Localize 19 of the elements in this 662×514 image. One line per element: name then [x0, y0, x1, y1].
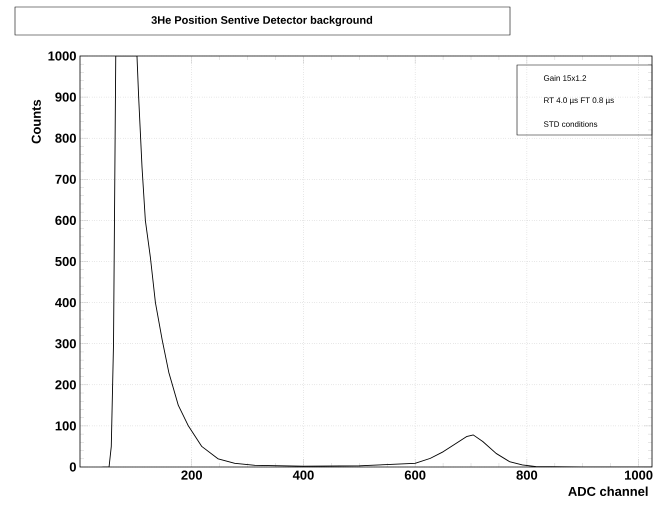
y-tick-label: 600: [55, 216, 76, 225]
y-tick-label: 500: [55, 256, 76, 266]
y-axis-title: Counts: [32, 100, 41, 144]
y-tick-label: 1000: [48, 51, 76, 61]
x-tick-label: 800: [516, 470, 538, 480]
y-tick-label: 400: [55, 298, 76, 308]
x-tick-label: 1000: [625, 470, 652, 480]
x-tick-label: 600: [404, 470, 426, 480]
x-tick-label: 200: [181, 470, 202, 480]
y-tick-label: 800: [55, 134, 76, 143]
y-tick-label: 200: [55, 380, 76, 390]
x-axis-title: ADC channel: [568, 486, 648, 496]
y-tick-label: 100: [56, 421, 76, 430]
y-tick-label: 0: [70, 462, 76, 472]
chart-title: 3He Position Sentive Detector background: [151, 16, 372, 26]
y-tick-label: 900: [55, 92, 76, 102]
x-tick-label: 400: [292, 470, 314, 480]
y-tick-label: 300: [55, 339, 76, 348]
y-tick-label: 700: [55, 174, 76, 184]
